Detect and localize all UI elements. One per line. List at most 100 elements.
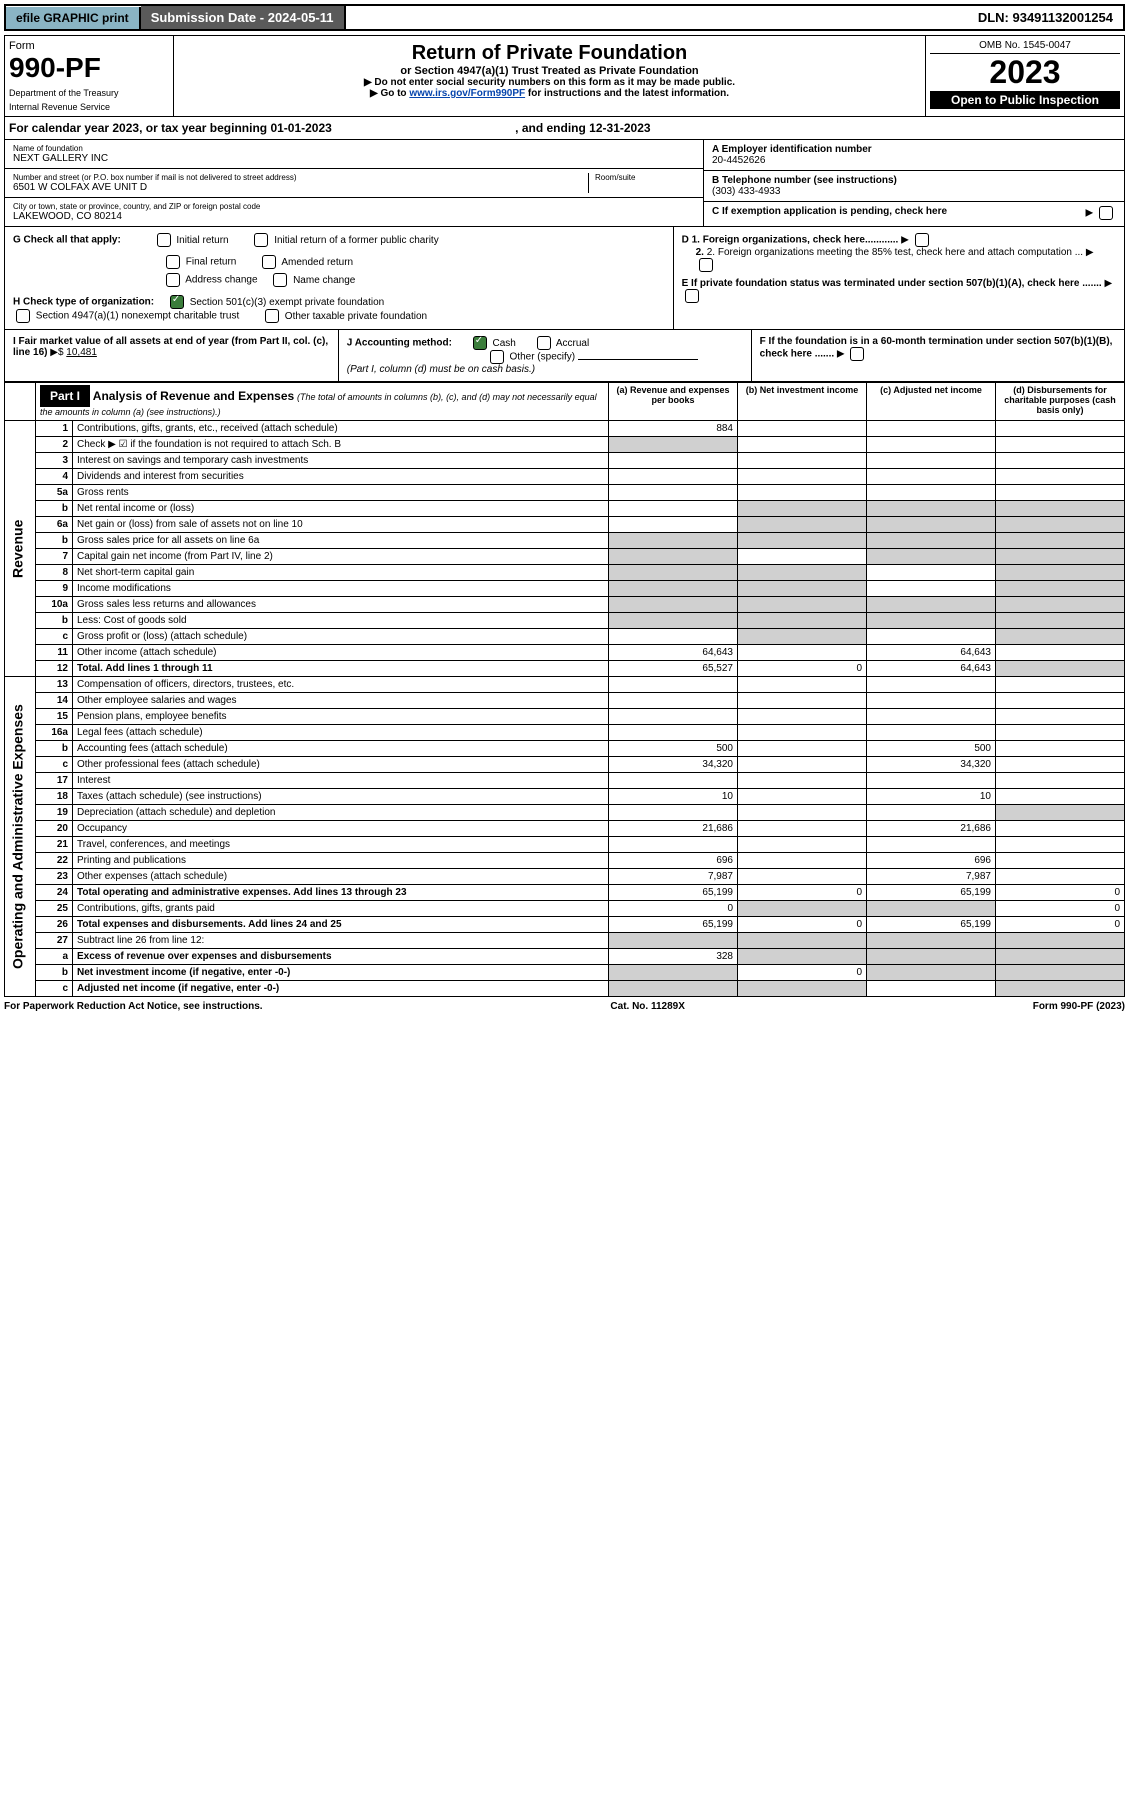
amount-cell [996,565,1125,581]
line-description: Subtract line 26 from line 12: [73,933,609,949]
line-number: 25 [36,901,73,917]
d2-cb[interactable] [699,258,713,272]
instruction-ssn: ▶ Do not enter social security numbers o… [180,77,919,88]
amount-cell [867,549,996,565]
line-description: Compensation of officers, directors, tru… [73,677,609,693]
line-description: Accounting fees (attach schedule) [73,741,609,757]
line-description: Less: Cost of goods sold [73,613,609,629]
line-number: b [36,501,73,517]
form-title: Return of Private Foundation [180,42,919,65]
line-number: 20 [36,821,73,837]
g-amended-cb[interactable] [262,255,276,269]
j-accrual-cb[interactable] [537,336,551,350]
amount-cell: 10 [609,789,738,805]
form990pf-link[interactable]: www.irs.gov/Form990PF [409,88,525,99]
amount-cell [867,933,996,949]
i-arrow: ▶$ [50,347,63,358]
line-description: Pension plans, employee benefits [73,709,609,725]
line-number: 17 [36,773,73,789]
f-cb[interactable] [850,347,864,361]
amount-cell [609,693,738,709]
line-description: Dividends and interest from securities [73,469,609,485]
h-501c3-cb[interactable] [170,295,184,309]
amount-cell [609,725,738,741]
amount-cell: 64,643 [867,645,996,661]
amount-cell: 7,987 [609,869,738,885]
line-number: b [36,741,73,757]
col-c-header: (c) Adjusted net income [867,383,996,421]
amount-cell [867,485,996,501]
amount-cell [609,629,738,645]
amount-cell: 328 [609,949,738,965]
g-initial-former-cb[interactable] [254,233,268,247]
amount-cell [867,453,996,469]
amount-cell [867,837,996,853]
j-note: (Part I, column (d) must be on cash basi… [347,364,743,375]
efile-print-button[interactable]: efile GRAPHIC print [6,7,141,29]
form-number: 990-PF [9,52,169,84]
public-inspection: Open to Public Inspection [930,91,1120,109]
phone-value: (303) 433-4933 [712,186,1116,197]
line-number: 7 [36,549,73,565]
amount-cell: 21,686 [609,821,738,837]
d1-cb[interactable] [915,233,929,247]
page-footer: For Paperwork Reduction Act Notice, see … [4,1001,1125,1012]
amount-cell [867,693,996,709]
amount-cell [867,901,996,917]
amount-cell [867,773,996,789]
street-address: 6501 W COLFAX AVE UNIT D [13,182,588,193]
g-label: G Check all that apply: [13,235,121,246]
line-number: 26 [36,917,73,933]
part1-badge: Part I [40,385,90,407]
line-number: 18 [36,789,73,805]
amount-cell: 0 [609,901,738,917]
g-h-section: G Check all that apply: Initial return I… [4,227,1125,330]
g-name-cb[interactable] [273,273,287,287]
e-cb[interactable] [685,289,699,303]
amount-cell: 21,686 [867,821,996,837]
amount-cell [609,597,738,613]
amount-cell: 500 [867,741,996,757]
amount-cell: 7,987 [867,869,996,885]
j-other-cb[interactable] [490,350,504,364]
amount-cell [867,517,996,533]
line-number: 1 [36,421,73,437]
amount-cell: 0 [996,901,1125,917]
j-cash-cb[interactable] [473,336,487,350]
amount-cell [996,837,1125,853]
amount-cell [996,725,1125,741]
g-address-cb[interactable] [166,273,180,287]
j-label: J Accounting method: [347,338,452,349]
amount-cell [738,533,867,549]
amount-cell [867,501,996,517]
line-description: Gross sales price for all assets on line… [73,533,609,549]
amount-cell [609,773,738,789]
c-checkbox[interactable] [1099,206,1113,220]
h-other-cb[interactable] [265,309,279,323]
amount-cell [996,949,1125,965]
h-4947-cb[interactable] [16,309,30,323]
line-description: Check ▶ ☑ if the foundation is not requi… [73,437,609,453]
amount-cell [738,677,867,693]
form-ref: Form 990-PF (2023) [1033,1001,1125,1012]
amount-cell [609,965,738,981]
line-number: c [36,981,73,997]
amount-cell [738,501,867,517]
amount-cell [738,549,867,565]
amount-cell [738,693,867,709]
amount-cell [738,565,867,581]
city-label: City or town, state or province, country… [13,202,695,211]
dln: DLN: 93491132001254 [968,6,1123,29]
amount-cell [867,805,996,821]
amount-cell [609,517,738,533]
amount-cell [867,629,996,645]
amount-cell [738,581,867,597]
city-state-zip: LAKEWOOD, CO 80214 [13,211,695,222]
line-number: 21 [36,837,73,853]
amount-cell [996,613,1125,629]
g-final-cb[interactable] [166,255,180,269]
amount-cell [609,469,738,485]
amount-cell [609,533,738,549]
g-initial-cb[interactable] [157,233,171,247]
f-label: F If the foundation is in a 60-month ter… [760,336,1113,360]
